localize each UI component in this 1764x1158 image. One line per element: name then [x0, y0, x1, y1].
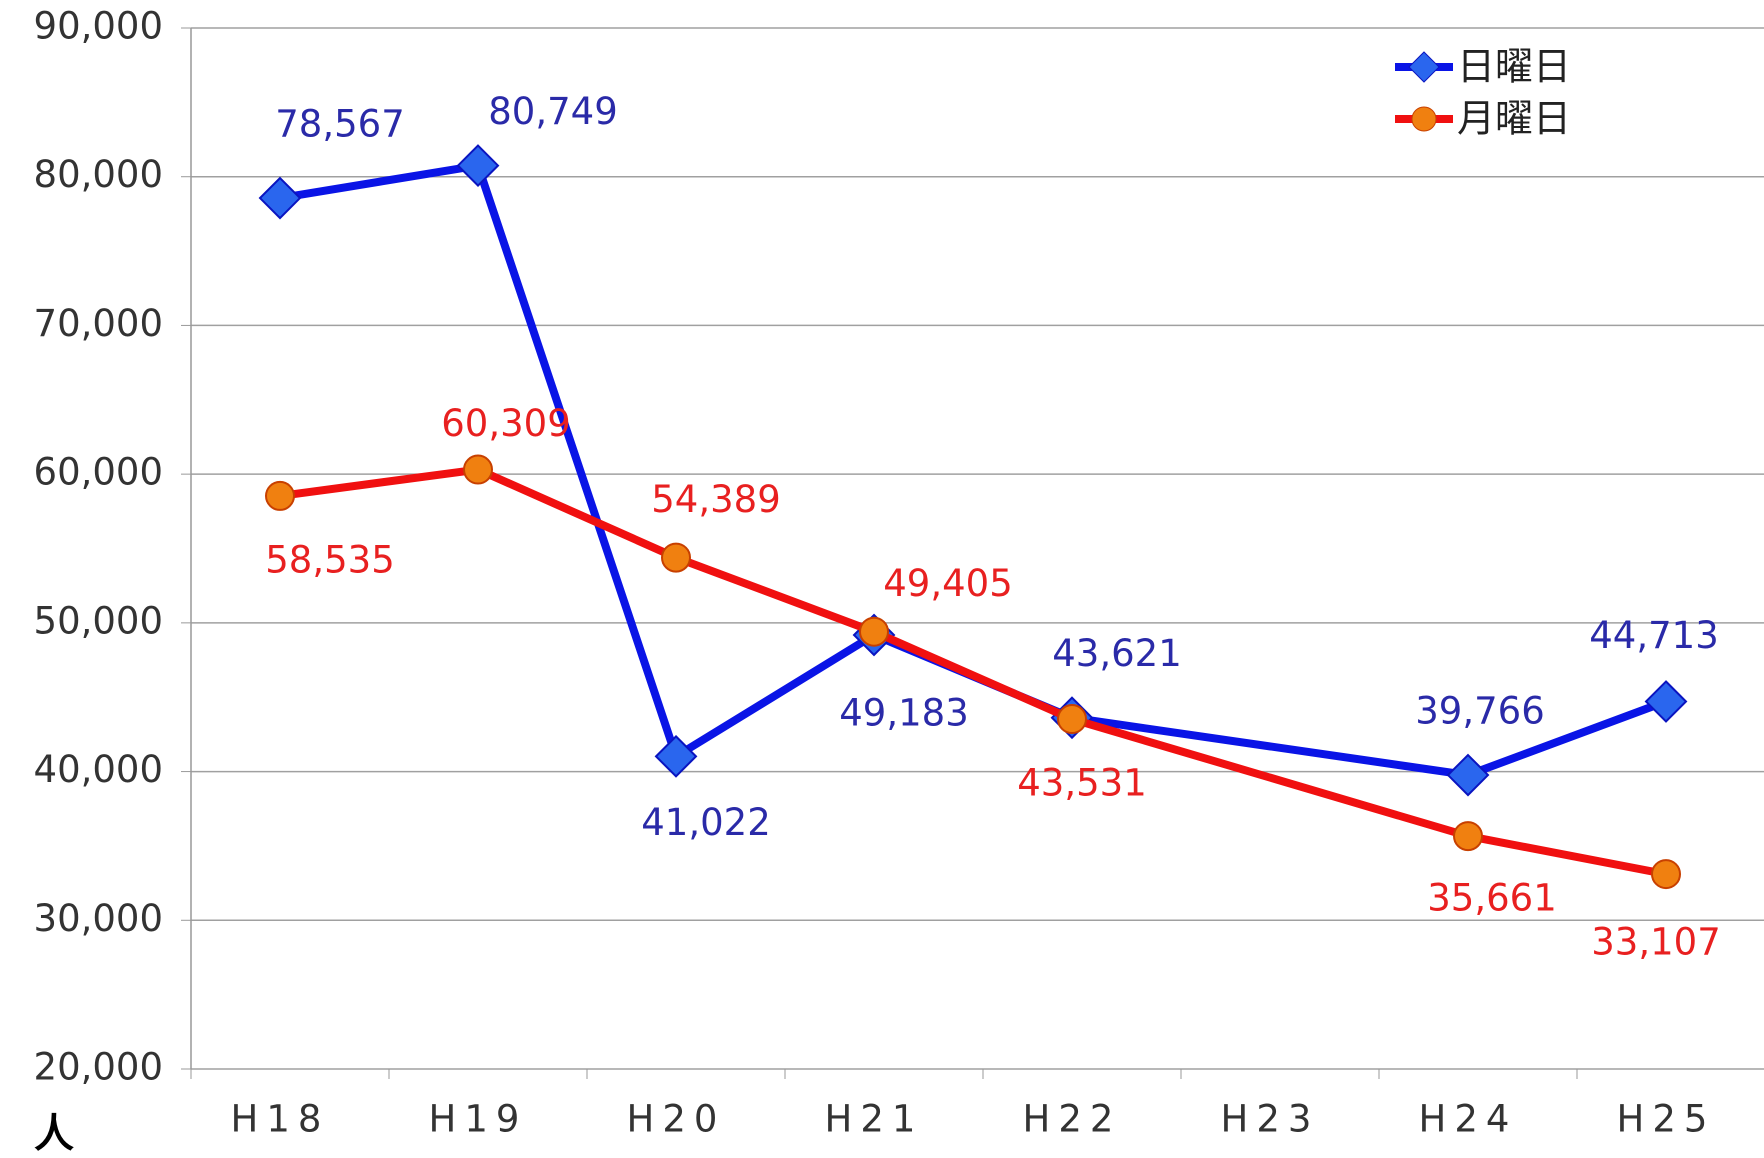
data-label: 54,389 — [651, 478, 780, 521]
data-label: 43,531 — [1017, 762, 1146, 805]
x-tick-label: H20 — [627, 1098, 726, 1141]
x-tick-label: H24 — [1419, 1098, 1518, 1141]
x-tick-label: H22 — [1023, 1098, 1122, 1141]
y-tick-label: 90,000 — [34, 5, 163, 48]
data-label: 44,713 — [1589, 614, 1718, 657]
point-marker — [1057, 704, 1087, 735]
x-tick-label: H21 — [825, 1098, 924, 1141]
point-marker — [1651, 859, 1681, 890]
data-label: 39,766 — [1415, 690, 1544, 733]
data-label: 49,183 — [839, 692, 968, 735]
y-tick-label: 40,000 — [34, 748, 163, 791]
data-label: 43,621 — [1052, 632, 1181, 675]
y-tick-label: 80,000 — [34, 153, 163, 196]
data-label: 78,567 — [275, 103, 404, 146]
point-marker — [654, 734, 698, 778]
legend-marker — [1411, 106, 1437, 132]
x-tick-label: H25 — [1617, 1098, 1716, 1141]
point-marker — [661, 542, 691, 573]
point-marker — [1644, 680, 1688, 723]
x-tick-label: H18 — [231, 1098, 330, 1141]
legend-label: 月曜日 — [1457, 97, 1571, 141]
y-tick-label: 30,000 — [34, 897, 163, 940]
point-marker — [456, 144, 500, 187]
point-marker — [1453, 821, 1483, 852]
data-label: 58,535 — [265, 538, 394, 581]
x-tick-label: H23 — [1221, 1098, 1320, 1141]
x-tick-label: H19 — [429, 1098, 528, 1141]
y-tick-label: 70,000 — [34, 302, 163, 345]
data-label: 35,661 — [1427, 877, 1556, 920]
y-tick-label: 60,000 — [34, 451, 163, 494]
data-label: 41,022 — [641, 801, 770, 844]
y-axis-label: 人 — [34, 1111, 74, 1157]
data-label: 60,309 — [441, 402, 570, 445]
legend-label: 日曜日 — [1457, 45, 1571, 89]
series-line — [279, 465, 1667, 879]
point-marker — [265, 480, 295, 511]
point-marker — [258, 176, 302, 220]
legend-marker — [1408, 51, 1440, 83]
y-tick-label: 20,000 — [34, 1046, 163, 1089]
point-marker — [859, 616, 889, 647]
y-tick-label: 50,000 — [34, 599, 163, 642]
data-label: 49,405 — [883, 562, 1012, 605]
point-marker — [1446, 753, 1490, 797]
data-label: 80,749 — [488, 90, 617, 133]
data-label: 33,107 — [1591, 921, 1720, 964]
point-marker — [463, 454, 493, 485]
